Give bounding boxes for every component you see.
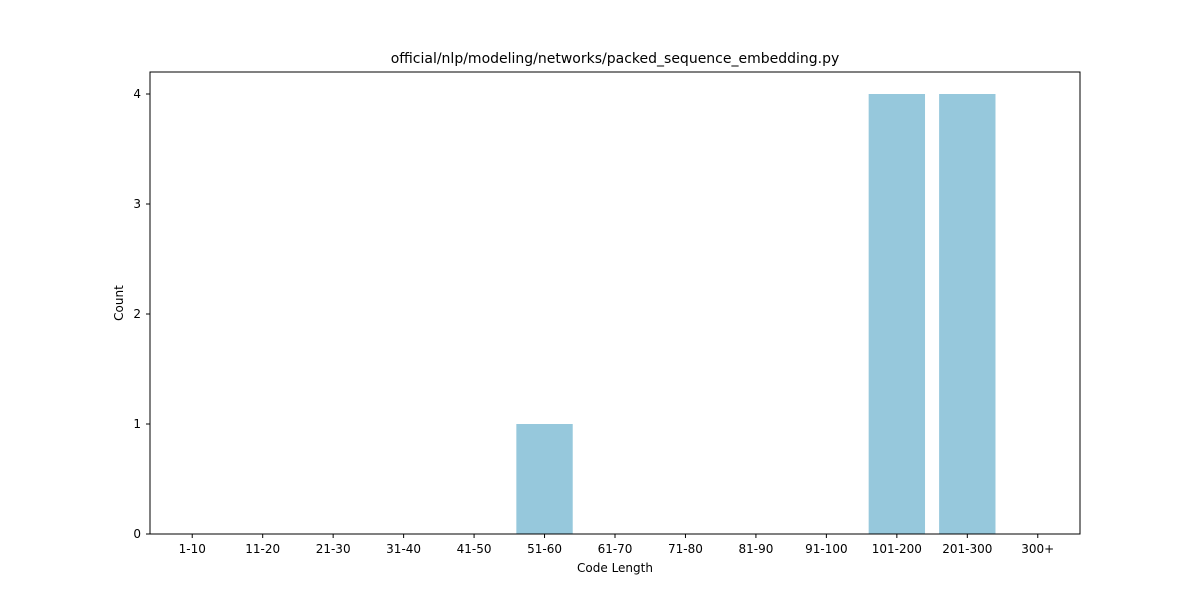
x-tick-label: 21-30 xyxy=(316,542,351,556)
x-tick-label: 71-80 xyxy=(668,542,703,556)
y-tick-label: 0 xyxy=(133,527,141,541)
y-axis-ticks: 0 1 2 3 4 xyxy=(133,87,150,541)
chart-title: official/nlp/modeling/networks/packed_se… xyxy=(391,51,840,67)
x-tick-label: 101-200 xyxy=(872,542,922,556)
x-tick-label: 31-40 xyxy=(386,542,421,556)
x-tick-label: 81-90 xyxy=(738,542,773,556)
bars-group xyxy=(516,94,996,534)
x-tick-label: 91-100 xyxy=(805,542,848,556)
x-tick-label: 300+ xyxy=(1021,542,1054,556)
x-axis-ticks: 1-10 11-20 21-30 31-40 41-50 51-60 61-70 71-80 8… xyxy=(179,534,1054,556)
x-tick-label: 51-60 xyxy=(527,542,562,556)
x-tick-label: 1-10 xyxy=(179,542,206,556)
y-tick-label: 4 xyxy=(133,87,141,101)
x-axis-label: Code Length xyxy=(577,561,653,575)
x-tick-label: 41-50 xyxy=(457,542,492,556)
x-tick-label: 201-300 xyxy=(942,542,992,556)
y-tick-label: 3 xyxy=(133,197,141,211)
y-tick-label: 1 xyxy=(133,417,141,431)
bar-101-200 xyxy=(868,94,926,534)
x-tick-label: 61-70 xyxy=(598,542,633,556)
y-axis-label: Count xyxy=(112,285,126,321)
y-tick-label: 2 xyxy=(133,307,141,321)
bar-51-60 xyxy=(516,424,573,534)
bar-201-300 xyxy=(939,94,996,534)
x-tick-label: 11-20 xyxy=(245,542,280,556)
